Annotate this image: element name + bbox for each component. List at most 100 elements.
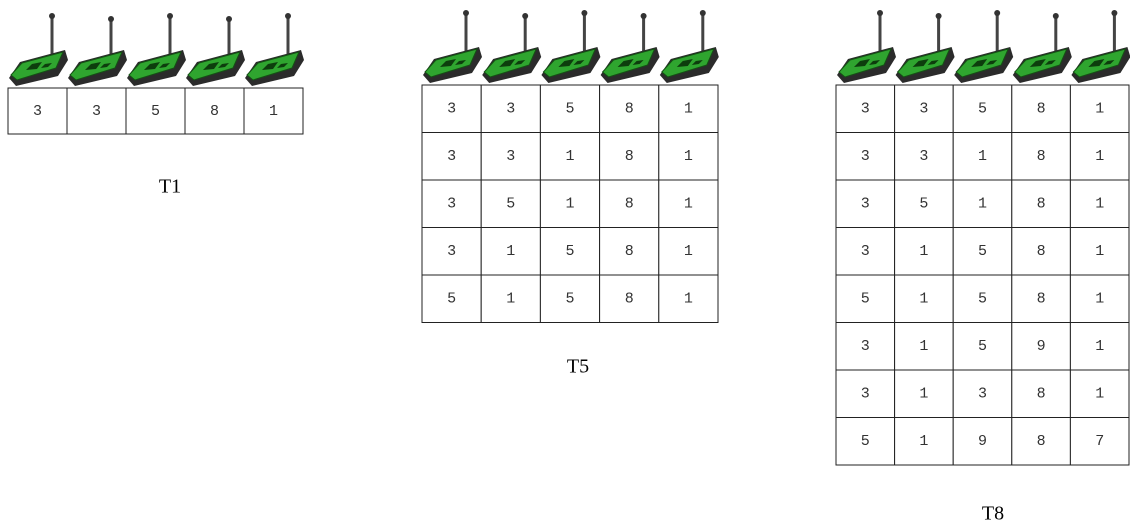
table-cell [952,132,1013,181]
cell-value: 3 [861,243,870,260]
cell-value: 5 [565,101,574,118]
table-label: T8 [982,503,1004,525]
sensor-node-icon [68,16,127,86]
table-cell [1069,274,1130,323]
sensor-chip [869,60,880,65]
sensor-node-icon [127,13,186,86]
cell-value: 3 [506,148,515,165]
cell-value: 3 [447,148,456,165]
cell-value: 1 [684,243,693,260]
sensor-node-icon [837,10,896,83]
table-cell [835,179,896,228]
table-cell [894,322,954,371]
sensor-chip [26,62,42,70]
cell-value: 8 [1037,101,1046,118]
cell-value: 1 [1095,196,1104,213]
sensor-chip [632,60,644,65]
table-cell [952,322,1013,371]
cell-value: 1 [684,148,693,165]
sensor-node-icon [482,13,542,83]
table-cell [658,227,719,276]
table-cell [1069,132,1130,181]
table-cell [1011,274,1071,323]
cell-value: 1 [978,148,987,165]
cell-value: 1 [978,196,987,213]
table-cell [480,274,541,323]
table-cell [421,227,482,276]
cell-value: 8 [625,196,634,213]
table-label: T5 [567,356,589,378]
cell-value: 1 [919,433,928,450]
table-cell [658,179,719,228]
table-cell [952,369,1013,418]
antenna-tip [108,16,114,22]
cell-value: 1 [1095,243,1104,260]
table-cell [1069,369,1130,418]
table-cell [952,84,1013,133]
cell-value: 5 [565,291,574,308]
cell-value: 1 [919,243,928,260]
antenna-tip [1052,13,1059,19]
sensor-chip [1044,60,1056,65]
table-cell [243,87,304,135]
table-cell [66,87,127,135]
sensor-chip [218,63,229,68]
sensor-chip [41,63,52,68]
table-cell [894,274,954,323]
cell-value: 3 [861,338,870,355]
sensor-chip [1088,59,1105,67]
sensor-node-icon [186,16,245,86]
sensor-chip [927,60,939,65]
cell-value: 5 [151,103,160,120]
cell-value: 1 [269,103,278,120]
cell-value: 1 [919,291,928,308]
table-cell [952,274,1013,323]
cell-value: 3 [861,196,870,213]
cell-value: 9 [1037,338,1046,355]
sensor-node-icon [659,10,719,83]
sensor-chip [558,59,575,67]
cell-value: 3 [919,148,928,165]
table-cell [835,417,896,466]
sensor-chip [1103,60,1115,65]
table-cell [184,87,245,135]
antenna-tip [226,16,232,22]
sensor-chip [986,60,998,65]
table-cell [539,274,601,323]
table-cell [658,132,719,181]
sensor-node-icon [600,13,660,83]
table-cell [1011,369,1071,418]
cell-value: 3 [978,386,987,403]
sensor-node-icon [1012,13,1072,83]
sensor-chip [262,62,278,70]
cell-value: 3 [861,101,870,118]
sensor-node-icon [9,13,68,86]
cell-value: 1 [919,338,928,355]
cell-value: 8 [1037,291,1046,308]
cell-value: 8 [1037,148,1046,165]
cell-value: 3 [447,196,456,213]
sensor-chip [573,60,585,65]
cell-value: 1 [684,291,693,308]
cell-value: 8 [625,243,634,260]
cell-value: 1 [506,291,515,308]
cell-value: 5 [506,196,515,213]
cell-value: 1 [565,148,574,165]
table-cell [835,132,896,181]
cell-value: 8 [1037,433,1046,450]
cell-value: 8 [210,103,219,120]
cell-value: 3 [33,103,42,120]
cell-value: 1 [565,196,574,213]
cell-value: 5 [978,291,987,308]
table-cell [421,274,482,323]
antenna-tip [994,10,1001,16]
cell-value: 3 [861,148,870,165]
sensor-chip [159,63,170,68]
table-cell [7,87,68,135]
table-cell [599,227,660,276]
table-cell [658,274,719,323]
cell-value: 8 [625,291,634,308]
antenna-tip [522,13,529,19]
cell-value: 1 [1095,148,1104,165]
table-cell [894,369,954,418]
